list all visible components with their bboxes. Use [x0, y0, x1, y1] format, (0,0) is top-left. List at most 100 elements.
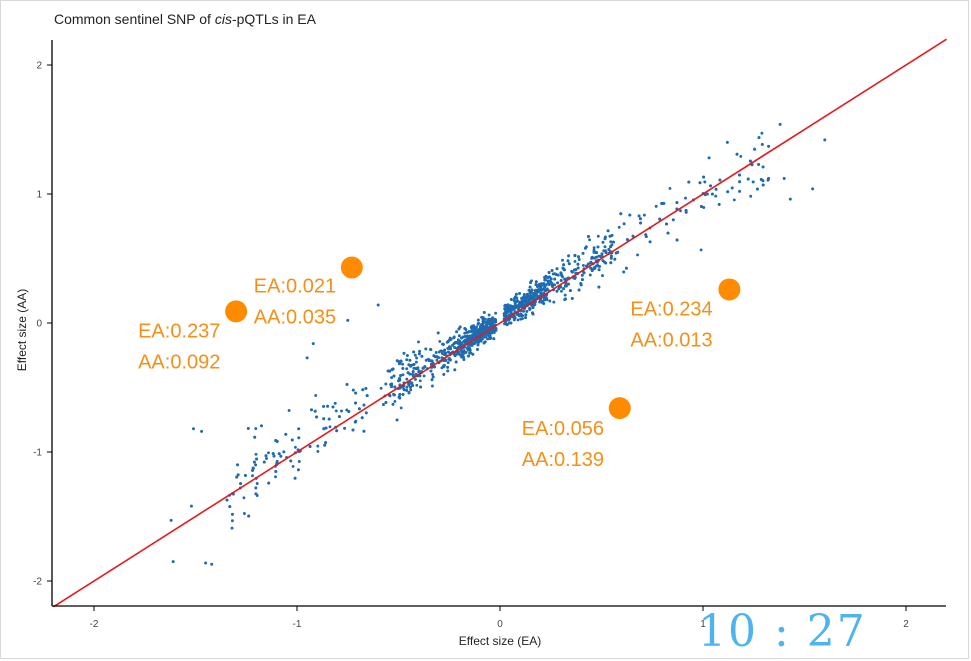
data-point [550, 283, 554, 287]
data-point [738, 173, 741, 177]
data-point [609, 240, 613, 244]
x-ticks: -2 -1 0 1 2 [90, 606, 909, 630]
data-point [576, 262, 580, 266]
data-point [487, 334, 490, 338]
data-point [522, 309, 525, 313]
data-point [393, 399, 397, 403]
data-point [553, 277, 557, 281]
data-point [610, 233, 614, 237]
y-tick-label: 0 [36, 319, 42, 330]
data-point [539, 284, 543, 288]
data-point [726, 190, 730, 194]
data-point [609, 254, 613, 258]
data-point [419, 385, 423, 389]
data-point [567, 254, 571, 258]
data-point [264, 454, 268, 458]
data-point [457, 341, 461, 345]
data-point [759, 178, 763, 181]
data-point [293, 445, 297, 449]
data-point [467, 330, 471, 334]
data-point [313, 409, 317, 413]
outlier-point [782, 177, 786, 181]
data-point [531, 305, 535, 309]
y-ticks: -2 -1 0 1 2 [33, 61, 52, 588]
highlight-label-aa: AA:0.013 [630, 329, 712, 351]
data-point [644, 235, 648, 239]
data-point [476, 347, 479, 351]
data-point [225, 498, 229, 502]
data-point [472, 341, 476, 345]
data-point [392, 392, 396, 396]
data-point [552, 300, 556, 304]
data-point [592, 256, 596, 260]
data-point [531, 312, 535, 316]
data-point [480, 328, 484, 332]
data-point [755, 187, 759, 191]
data-point [333, 401, 337, 405]
data-point [522, 295, 526, 299]
data-point [603, 245, 607, 249]
data-point [573, 259, 577, 263]
data-point [267, 481, 271, 485]
data-point [505, 310, 509, 314]
data-point [671, 218, 675, 222]
data-point [548, 279, 552, 283]
data-point [666, 231, 670, 235]
data-point [439, 349, 443, 353]
highlight-point [225, 300, 248, 323]
data-point [327, 417, 331, 421]
chart-title: Common sentinel SNP of cis-pQTLs in EA [54, 11, 316, 27]
data-point [446, 365, 450, 369]
data-point [516, 318, 520, 322]
data-point [709, 184, 712, 188]
data-point [512, 298, 516, 302]
data-point [315, 415, 319, 419]
data-point [483, 320, 487, 324]
data-point [494, 311, 498, 315]
data-point [442, 372, 446, 376]
data-point [251, 468, 254, 472]
data-point [411, 384, 415, 387]
data-point [527, 288, 531, 292]
data-point [699, 205, 703, 208]
data-point [516, 304, 520, 308]
data-point [436, 331, 440, 335]
data-point [542, 281, 546, 285]
data-point [760, 142, 764, 146]
data-point [254, 486, 258, 490]
data-point [434, 351, 438, 354]
data-point [275, 440, 279, 443]
data-point [530, 296, 534, 300]
data-point [573, 253, 577, 257]
data-point [491, 317, 495, 321]
data-point [424, 358, 428, 362]
data-point [592, 250, 596, 254]
data-point [658, 217, 662, 221]
highlight-label-ea: EA:0.234 [630, 298, 712, 320]
data-point [766, 178, 770, 182]
data-point [463, 327, 467, 330]
data-point [757, 136, 761, 140]
data-point [592, 248, 596, 252]
data-point [548, 299, 552, 303]
highlight-label-aa: AA:0.035 [254, 307, 336, 329]
data-point [679, 209, 682, 213]
data-point [577, 288, 581, 292]
outlier-point [210, 562, 214, 566]
outlier-point [200, 429, 204, 433]
data-point [541, 301, 544, 304]
data-point [381, 403, 385, 407]
data-point [601, 274, 604, 278]
data-point [592, 246, 596, 250]
data-point [422, 374, 426, 378]
data-point [503, 322, 507, 326]
data-point [448, 358, 452, 362]
data-point [243, 473, 247, 477]
data-point [604, 261, 608, 265]
data-point [461, 355, 465, 359]
data-point [411, 370, 415, 374]
data-point [642, 213, 646, 217]
data-point [466, 346, 470, 350]
data-point [648, 240, 652, 244]
